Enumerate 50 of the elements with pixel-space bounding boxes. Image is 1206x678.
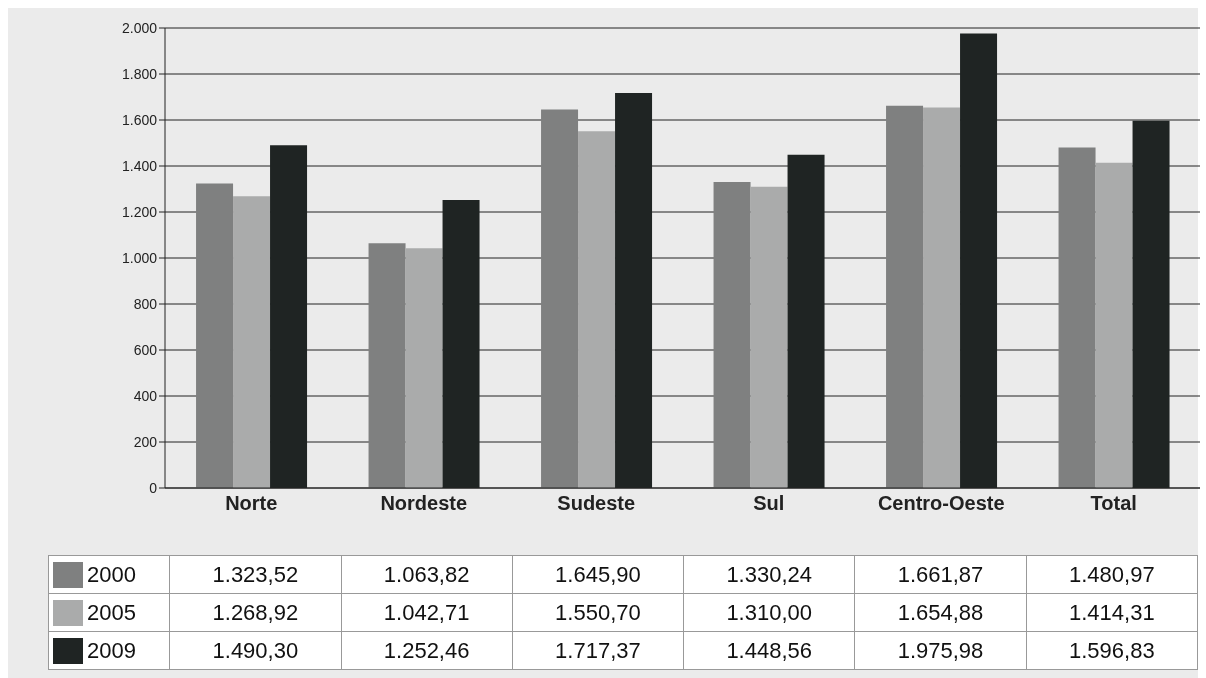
data-label: 1.063,82 [341,555,513,594]
y-tick-label: 800 [133,295,158,312]
y-tick-label: 0 [149,479,158,496]
data-label: 1.661,87 [854,555,1027,594]
bar [196,183,234,488]
x-tick-label: Sudeste [557,492,636,515]
data-label: 1.654,88 [854,593,1027,632]
data-label: 1.414,31 [1026,593,1198,632]
data-label: 1.645,90 [512,555,684,594]
data-label: 1.490,30 [169,631,341,670]
x-tick-label: Centro-Oeste [877,492,1005,515]
bar [405,248,443,488]
x-tick-label: Nordeste [380,492,468,515]
bar [1095,162,1133,488]
bar [750,186,788,488]
bar [233,196,271,488]
legend-label: 2009 [87,638,136,664]
data-label: 1.596,83 [1026,631,1198,670]
data-label: 1.975,98 [854,631,1027,670]
y-tick-label: 2.000 [121,19,158,36]
x-tick-label: Sul [753,492,785,515]
y-tick-label: 400 [133,387,158,404]
bar [713,182,751,488]
y-tick-label: 1.600 [121,111,158,128]
y-tick-label: 1.000 [121,249,158,266]
y-tick-label: 1.400 [121,157,158,174]
y-tick-label: 200 [133,433,158,450]
data-label: 1.268,92 [169,593,341,632]
y-tick-label: 1.200 [121,203,158,220]
data-label: 1.310,00 [683,593,855,632]
data-label: 1.330,24 [683,555,855,594]
y-tick-label: 600 [133,341,158,358]
data-label: 1.252,46 [341,631,513,670]
bar [368,243,406,488]
bar [541,109,579,488]
x-tick-label: Norte [225,492,278,515]
y-tick-label: 1.800 [121,65,158,82]
data-label: 1.550,70 [512,593,684,632]
bar [923,107,961,488]
data-label: 1.480,97 [1026,555,1198,594]
bar [578,131,616,488]
x-tick-label: Total [1090,492,1137,515]
legend-label: 2000 [87,562,136,588]
data-label: 1.717,37 [512,631,684,670]
legend-label: 2005 [87,600,136,626]
data-label: 1.323,52 [169,555,341,594]
bar [1058,147,1096,488]
data-label: 1.042,71 [341,593,513,632]
bar [886,105,924,488]
data-label: 1.448,56 [683,631,855,670]
